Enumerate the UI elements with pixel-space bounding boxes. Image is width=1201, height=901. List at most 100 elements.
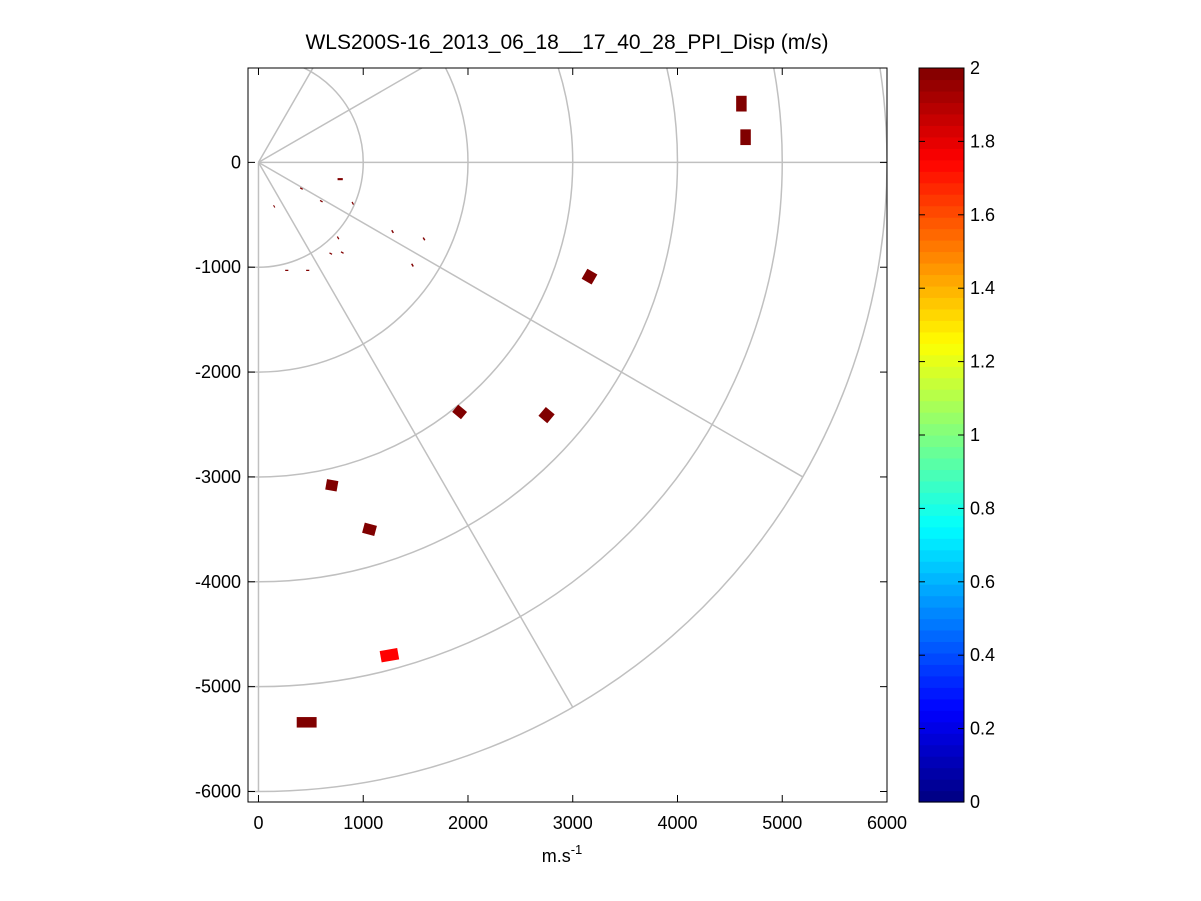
- colorbar-tick-label-5: 1: [970, 425, 980, 445]
- colorbar-segment-57: [919, 136, 964, 149]
- colorbar-segment-47: [919, 251, 964, 264]
- colorbar-segment-36: [919, 377, 964, 390]
- data-point-16: [336, 236, 340, 240]
- x-tick-label-6: 6000: [867, 813, 907, 833]
- data-point-10: [299, 187, 304, 190]
- y-axis: 0 -1000 -2000 -3000 -4000 -5000 -6000: [195, 152, 887, 802]
- data-point-6: [362, 522, 377, 537]
- colorbar-segment-6: [919, 721, 964, 734]
- data-point-7: [379, 647, 400, 663]
- colorbar: 0 0.2 0.4 0.6 0.8 1 1.2 1.4 1.6 1.8 2: [918, 58, 995, 812]
- colorbar-segment-15: [919, 618, 964, 631]
- colorbar-segment-25: [919, 503, 964, 516]
- colorbar-segment-58: [919, 125, 964, 138]
- colorbar-segment-45: [919, 274, 964, 287]
- data-point-0: [736, 95, 747, 112]
- colorbar-segment-62: [919, 79, 964, 92]
- radial-line-1: [258, 68, 424, 164]
- x-tick-label-3: 3000: [553, 813, 593, 833]
- colorbar-segment-53: [919, 182, 964, 195]
- colorbar-segment-14: [919, 629, 964, 643]
- colorbar-segment-42: [919, 308, 964, 321]
- colorbar-segment-20: [919, 561, 964, 574]
- colorbar-segment-48: [919, 240, 964, 253]
- colorbar-tick-label-8: 1.6: [970, 205, 995, 225]
- y-tick-label-1: -1000: [195, 257, 241, 277]
- colorbar-segment-19: [919, 572, 964, 585]
- colorbar-segment-54: [919, 171, 964, 184]
- colorbar-segment-11: [919, 664, 964, 677]
- colorbar-tick-label-0: 0: [970, 792, 980, 812]
- colorbar-segment-3: [919, 756, 964, 769]
- colorbar-segment-0: [919, 790, 964, 803]
- colorbar-segment-26: [919, 492, 964, 505]
- colorbar-tick-label-10: 2: [970, 58, 980, 78]
- colorbar-segment-55: [919, 159, 964, 172]
- x-axis-label: m.s-1: [542, 842, 583, 866]
- colorbar-segment-23: [919, 526, 964, 539]
- colorbar-tick-label-1: 0.2: [970, 719, 995, 739]
- colorbar-segment-13: [919, 641, 964, 654]
- colorbar-segment-44: [919, 285, 964, 298]
- y-tick-label-3: -3000: [195, 467, 241, 487]
- colorbar-segment-33: [919, 412, 964, 425]
- colorbar-segment-61: [919, 90, 964, 104]
- colorbar-segment-5: [919, 733, 964, 746]
- x-axis: 0 1000 2000 3000 4000 5000 6000: [253, 68, 907, 833]
- colorbar-segment-9: [919, 687, 964, 700]
- colorbar-segment-34: [919, 400, 964, 413]
- colorbar-segment-40: [919, 331, 964, 344]
- colorbar-tick-label-3: 0.6: [970, 572, 995, 592]
- x-tick-label-5: 5000: [762, 813, 802, 833]
- y-tick-label-0: 0: [231, 152, 241, 172]
- colorbar-segment-1: [919, 779, 964, 792]
- data-point-19: [340, 251, 344, 254]
- x-tick-label-0: 0: [253, 813, 263, 833]
- data-point-17: [411, 263, 414, 267]
- x-tick-label-1: 1000: [343, 813, 383, 833]
- colorbar-segment-52: [919, 194, 964, 207]
- colorbar-segment-7: [919, 710, 964, 723]
- colorbar-tick-label-6: 1.2: [970, 352, 995, 372]
- y-tick-label-2: -2000: [195, 362, 241, 382]
- colorbar-segment-17: [919, 595, 964, 608]
- colorbar-segment-38: [919, 354, 964, 367]
- colorbar-segment-12: [919, 652, 964, 665]
- x-tick-label-2: 2000: [448, 813, 488, 833]
- colorbar-segment-63: [919, 68, 964, 81]
- data-point-5: [325, 479, 339, 492]
- data-point-15: [422, 237, 426, 241]
- colorbar-segment-41: [919, 320, 964, 333]
- y-tick-label-6: -6000: [195, 782, 241, 802]
- colorbar-segment-32: [919, 423, 964, 436]
- radial-line-4: [257, 161, 574, 708]
- chart-title: WLS200S-16_2013_06_18__17_40_28_PPI_Disp…: [305, 31, 828, 54]
- colorbar-segment-4: [919, 744, 964, 757]
- data-point-12: [351, 201, 355, 205]
- radial-line-3: [258, 161, 804, 478]
- data-point-20: [285, 269, 289, 272]
- colorbar-segment-43: [919, 297, 964, 310]
- colorbar-segment-27: [919, 480, 964, 493]
- data-point-1: [740, 129, 751, 146]
- colorbar-segment-30: [919, 446, 964, 459]
- data-point-14: [391, 229, 394, 234]
- data-point-21: [306, 269, 310, 272]
- data-point-9: [337, 178, 343, 181]
- colorbar-segment-21: [919, 549, 964, 562]
- colorbar-segment-35: [919, 389, 964, 402]
- colorbar-tick-label-4: 0.8: [970, 498, 995, 518]
- data-point-8: [296, 717, 317, 728]
- colorbar-segment-60: [919, 102, 964, 115]
- data-points: [273, 95, 751, 728]
- plot-frame: [247, 67, 888, 803]
- colorbar-segment-39: [919, 343, 964, 356]
- colorbar-segment-18: [919, 584, 964, 597]
- colorbar-segment-49: [919, 228, 964, 241]
- x-tick-label-4: 4000: [657, 813, 697, 833]
- colorbar-tick-label-9: 1.8: [970, 131, 995, 151]
- colorbar-segment-59: [919, 113, 964, 126]
- colorbar-segment-31: [919, 435, 964, 448]
- colorbar-segment-50: [919, 217, 964, 230]
- colorbar-segment-16: [919, 607, 964, 620]
